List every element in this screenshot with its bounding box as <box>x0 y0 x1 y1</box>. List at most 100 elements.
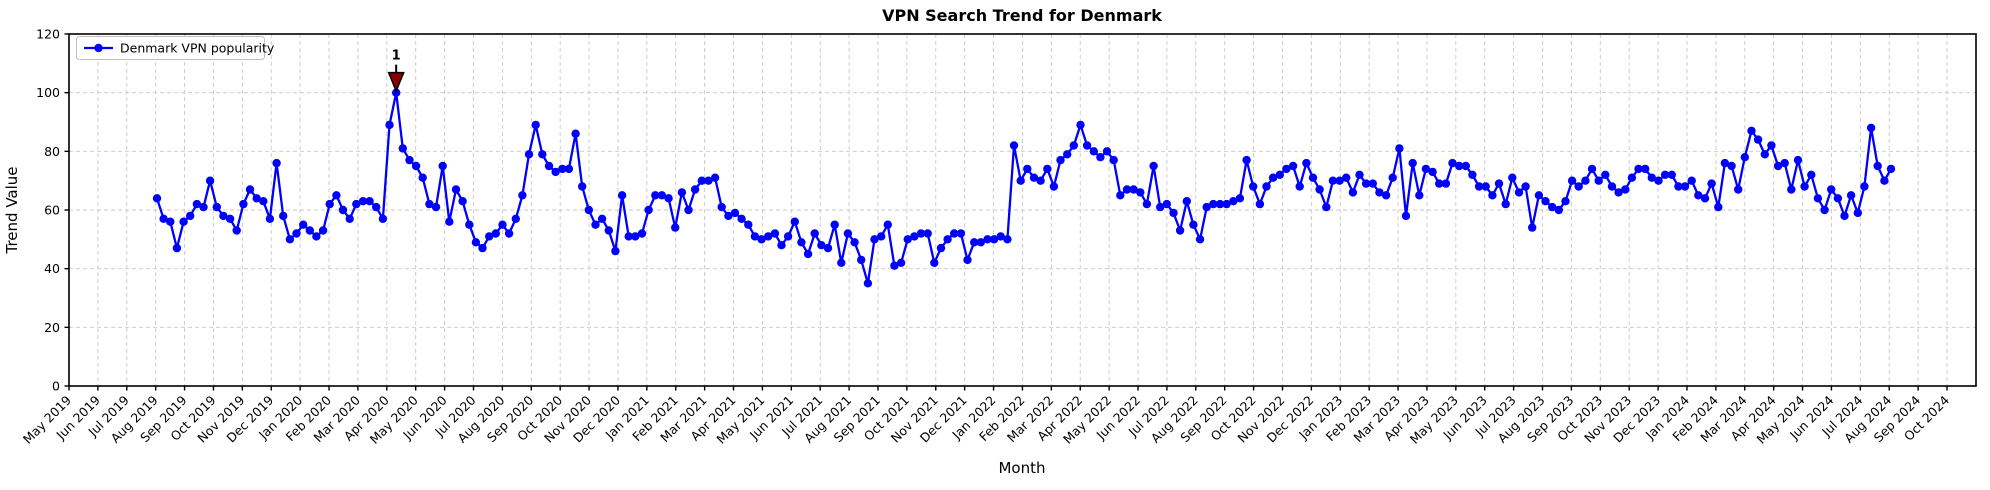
data-point <box>837 258 846 267</box>
data-point <box>325 199 334 209</box>
data-point <box>1780 158 1789 168</box>
annotation-arrow-head <box>387 71 405 94</box>
data-point <box>910 232 919 241</box>
data-point <box>803 249 813 259</box>
data-point <box>471 238 481 247</box>
data-point <box>1833 194 1843 203</box>
data-point <box>332 191 341 200</box>
y-tick-label: 60 <box>44 203 60 218</box>
data-point <box>385 120 394 130</box>
data-point <box>1468 170 1477 179</box>
data-point <box>1614 188 1623 197</box>
data-point <box>1541 197 1550 206</box>
data-point <box>1554 205 1564 215</box>
data-point <box>558 164 567 174</box>
data-point <box>1076 120 1085 130</box>
y-axis-title: Trend Value <box>3 166 21 254</box>
annotation-label: 1 <box>392 49 401 64</box>
data-point <box>1282 164 1291 174</box>
data-point <box>1840 211 1849 221</box>
data-point <box>697 176 706 185</box>
data-point <box>1381 191 1391 200</box>
data-point <box>1880 176 1889 185</box>
data-point <box>1361 179 1371 188</box>
data-point <box>1056 155 1065 165</box>
data-point <box>1827 185 1836 194</box>
data-point <box>1408 158 1417 168</box>
data-point <box>205 176 215 185</box>
data-point <box>1601 170 1610 179</box>
data-point <box>584 205 593 215</box>
data-point <box>524 150 534 159</box>
peak-annotation: 1 <box>387 49 405 94</box>
data-point <box>1036 176 1045 185</box>
data-point <box>1441 179 1451 188</box>
data-point <box>1428 167 1437 177</box>
legend-box <box>76 36 265 60</box>
data-point <box>1116 191 1125 200</box>
data-point <box>179 217 188 226</box>
data-point <box>445 217 454 226</box>
plot-border <box>68 33 1977 387</box>
data-point <box>923 229 932 238</box>
data-point <box>1521 182 1530 191</box>
data-point <box>1215 199 1225 209</box>
data-point <box>936 243 946 253</box>
data-point <box>1142 199 1152 209</box>
data-point <box>292 229 301 238</box>
data-point <box>1322 202 1331 212</box>
data-point <box>1129 185 1138 194</box>
y-tick-label: 20 <box>44 320 60 335</box>
data-point <box>1016 176 1025 185</box>
data-point <box>1621 185 1630 194</box>
gridlines <box>68 33 1976 387</box>
data-point <box>651 191 660 200</box>
data-point <box>451 185 461 194</box>
data-point <box>511 214 520 223</box>
data-point <box>1581 176 1590 185</box>
data-point <box>883 220 892 229</box>
data-point <box>657 191 667 200</box>
data-point <box>684 205 693 215</box>
data-point <box>631 232 640 241</box>
data-point <box>564 164 574 174</box>
data-point <box>1156 202 1165 212</box>
data-point <box>1136 188 1145 197</box>
data-point <box>1727 161 1736 171</box>
data-point <box>624 232 633 241</box>
data-point <box>1182 197 1192 206</box>
data-point <box>597 214 607 223</box>
data-point <box>664 194 673 203</box>
data-point <box>830 220 839 229</box>
data-point <box>1508 173 1517 182</box>
data-point <box>458 197 467 206</box>
data-point <box>245 185 255 194</box>
data-point <box>1388 173 1397 182</box>
data-point <box>1694 191 1703 200</box>
data-point <box>930 258 939 267</box>
data-point <box>378 214 388 223</box>
data-point <box>1262 182 1271 191</box>
data-point <box>877 232 886 241</box>
data-point <box>1567 176 1577 185</box>
data-point <box>1501 199 1510 209</box>
data-point <box>677 188 687 197</box>
data-point <box>730 208 740 218</box>
data-point <box>963 255 972 265</box>
data-point <box>192 199 202 209</box>
data-point <box>750 232 760 241</box>
y-tick-label: 80 <box>44 144 60 159</box>
data-point <box>1680 182 1690 191</box>
data-point <box>318 226 328 235</box>
data-point <box>1348 188 1358 197</box>
data-point <box>1368 179 1378 188</box>
data-point <box>1813 194 1823 203</box>
data-point <box>790 217 799 226</box>
data-point <box>1654 176 1663 185</box>
data-point <box>491 229 500 238</box>
data-point <box>1846 191 1856 200</box>
data-point <box>717 202 726 212</box>
data-point <box>1009 141 1019 150</box>
data-point <box>504 229 514 238</box>
data-point <box>1308 173 1318 182</box>
